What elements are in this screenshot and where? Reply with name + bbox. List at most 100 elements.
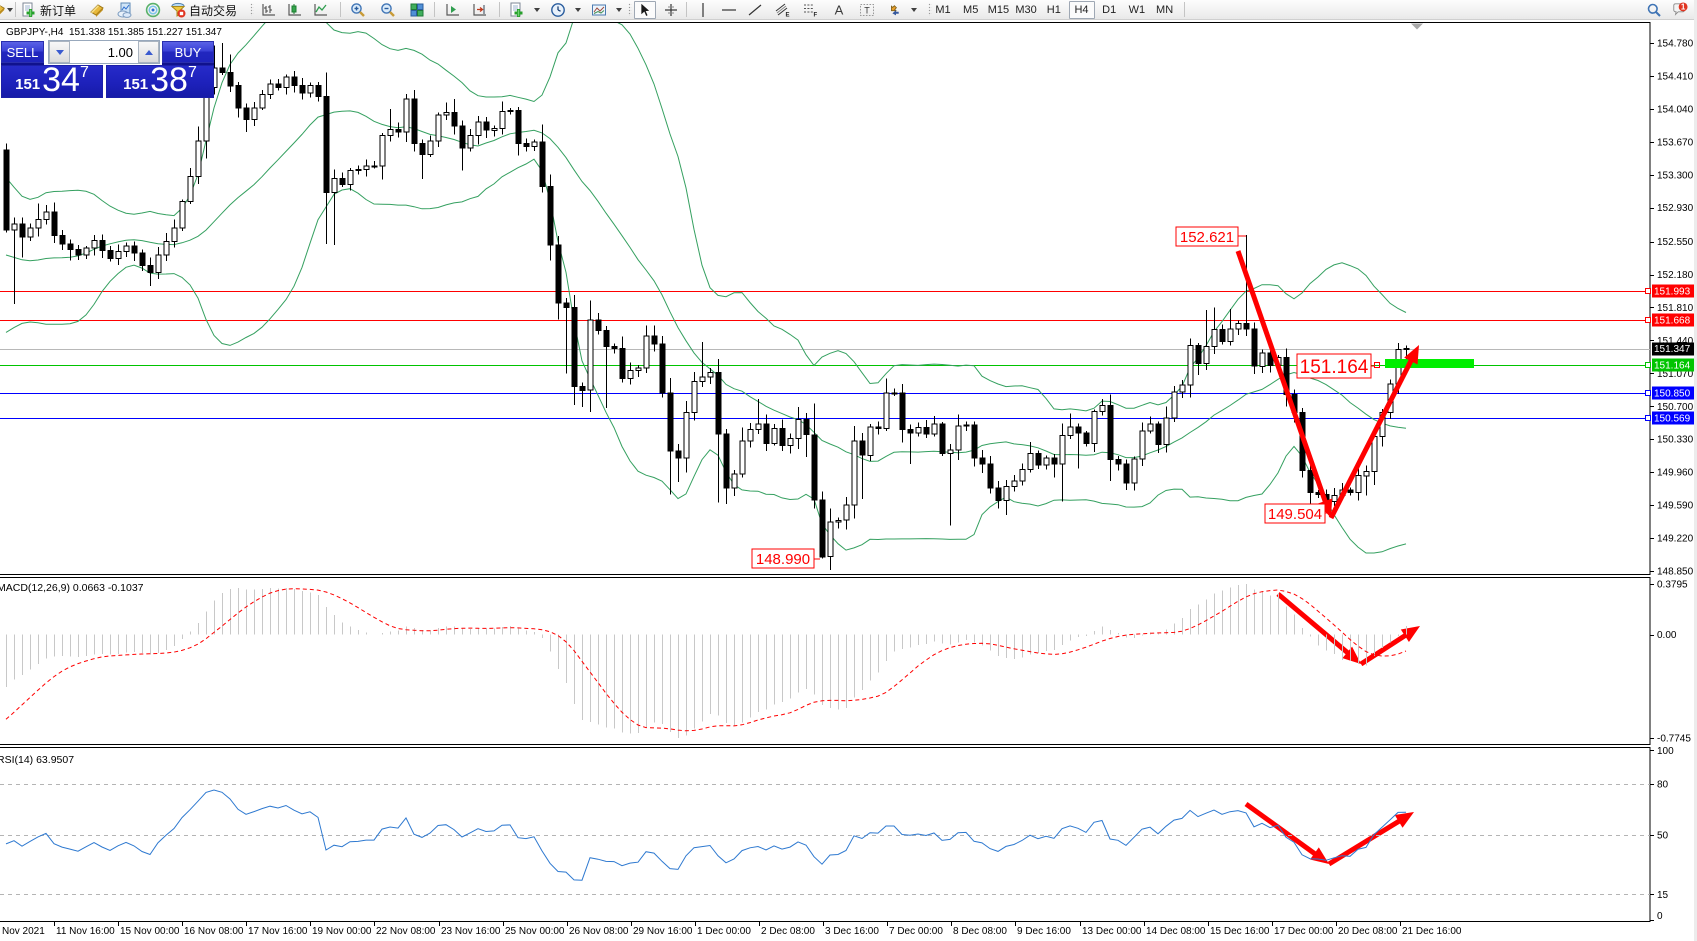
candle bbox=[1123, 463, 1130, 484]
callout-box[interactable] bbox=[751, 548, 815, 569]
timeframe-m30-button[interactable]: M30 bbox=[1015, 4, 1037, 16]
price-axis-label: 154.040 bbox=[1657, 104, 1694, 115]
volume-input[interactable]: 1.00 bbox=[70, 41, 138, 63]
candle bbox=[923, 427, 930, 435]
text-label-icon[interactable]: T bbox=[856, 1, 878, 19]
indicators-icon[interactable] bbox=[506, 1, 528, 19]
time-axis-label: 25 Nov 00:00 bbox=[505, 926, 565, 937]
time-axis-label: 21 Dec 16:00 bbox=[1402, 926, 1462, 937]
volume-decrease-button[interactable] bbox=[49, 41, 70, 63]
rsi-down-arrow[interactable] bbox=[1244, 801, 1320, 858]
buy-button[interactable]: BUY bbox=[162, 41, 214, 63]
highlight-rectangle[interactable] bbox=[1385, 359, 1474, 368]
chart-shift-marker[interactable] bbox=[1411, 23, 1423, 30]
new-order-button[interactable]: 新订单 bbox=[20, 1, 77, 19]
time-axis-label: 17 Dec 00:00 bbox=[1274, 926, 1334, 937]
periods-icon[interactable] bbox=[547, 1, 569, 19]
timeframe-mn-button[interactable]: MN bbox=[1156, 4, 1174, 16]
candle bbox=[195, 140, 202, 177]
rsi-up-arrow[interactable] bbox=[1327, 817, 1404, 867]
candle bbox=[939, 423, 946, 455]
sell-button[interactable]: SELL bbox=[1, 41, 44, 63]
buy-price-big-figure: 151 bbox=[123, 76, 149, 93]
indicators-caret[interactable] bbox=[531, 1, 540, 19]
time-axis-label: Nov 2021 bbox=[2, 926, 45, 937]
templates-caret[interactable] bbox=[613, 1, 622, 19]
sell-price-pips: 34 bbox=[42, 61, 80, 100]
candle bbox=[715, 371, 722, 435]
time-axis-label: 1 Dec 00:00 bbox=[697, 926, 751, 937]
timeframe-m15-button[interactable]: M15 bbox=[987, 4, 1010, 16]
price-up-arrow[interactable] bbox=[1328, 356, 1415, 520]
toolbar-separator bbox=[434, 2, 435, 17]
market-watch-icon[interactable] bbox=[114, 1, 136, 19]
badge-marker-square bbox=[1645, 390, 1651, 396]
candle bbox=[915, 427, 922, 434]
candle bbox=[1027, 453, 1034, 470]
autotrading-button[interactable]: 自动交易 bbox=[169, 1, 238, 19]
signals-icon[interactable] bbox=[142, 1, 164, 19]
cursor-icon[interactable] bbox=[634, 1, 656, 19]
price-down-arrow[interactable] bbox=[1235, 250, 1329, 506]
toolbar-overflow-caret[interactable] bbox=[4, 1, 13, 19]
candle bbox=[779, 428, 786, 446]
timeframe-h4-button[interactable]: H4 bbox=[1068, 1, 1095, 19]
crosshair-icon[interactable] bbox=[660, 1, 682, 19]
panel-divider bbox=[1, 63, 44, 65]
macd-down-arrow[interactable] bbox=[1276, 592, 1352, 657]
macd-up-arrow[interactable] bbox=[1359, 631, 1410, 667]
candle bbox=[187, 176, 194, 203]
candle bbox=[1139, 430, 1146, 460]
candle bbox=[1115, 459, 1122, 465]
auto-scroll-icon[interactable] bbox=[442, 1, 464, 19]
candle bbox=[995, 487, 1002, 502]
sell-price-display[interactable]: 151 34 7 bbox=[1, 61, 103, 100]
horizontal-line-icon[interactable] bbox=[718, 1, 740, 19]
volume-increase-button[interactable] bbox=[138, 41, 159, 63]
buy-price-display[interactable]: 151 38 7 bbox=[106, 63, 214, 98]
timeframe-d1-button[interactable]: D1 bbox=[1102, 4, 1117, 16]
line-chart-type-icon[interactable] bbox=[310, 1, 332, 19]
vertical-line-icon[interactable] bbox=[692, 1, 714, 19]
candle bbox=[635, 367, 642, 372]
equidistant-channel-icon[interactable]: E bbox=[772, 1, 794, 19]
zoom-out-icon[interactable] bbox=[377, 1, 399, 19]
callout-box[interactable] bbox=[1175, 226, 1239, 247]
candle bbox=[1235, 323, 1242, 330]
timeframe-m5-button[interactable]: M5 bbox=[963, 4, 979, 16]
time-axis-label: 11 Nov 16:00 bbox=[56, 926, 115, 937]
toolbar-separator bbox=[1184, 2, 1185, 17]
macd-axis-label: -0.7745 bbox=[1657, 733, 1691, 744]
arrows-icon[interactable] bbox=[884, 1, 906, 19]
zoom-in-icon[interactable] bbox=[347, 1, 369, 19]
notifications-button[interactable]: 1 bbox=[1668, 1, 1692, 19]
candlestick-chart-type-icon[interactable] bbox=[284, 1, 306, 19]
fibonacci-icon[interactable]: F bbox=[800, 1, 822, 19]
callout-box[interactable] bbox=[1264, 503, 1326, 524]
timeframe-w1-button[interactable]: W1 bbox=[1128, 4, 1146, 16]
rsi-axis-label: 50 bbox=[1657, 831, 1669, 842]
trendline-icon[interactable] bbox=[744, 1, 766, 19]
price-badge-150.850 bbox=[1652, 386, 1695, 400]
candle bbox=[755, 423, 762, 430]
bar-chart-type-icon[interactable] bbox=[258, 1, 280, 19]
templates-icon[interactable] bbox=[588, 1, 610, 19]
timeframe-m1-button[interactable]: M1 bbox=[935, 4, 951, 16]
rsi-axis-label: 0 bbox=[1657, 911, 1663, 922]
periods-caret[interactable] bbox=[572, 1, 581, 19]
price-axis-label: 149.220 bbox=[1657, 534, 1694, 545]
candle bbox=[1067, 426, 1074, 437]
candle bbox=[371, 165, 378, 168]
text-icon[interactable]: A bbox=[828, 1, 850, 19]
arrows-caret[interactable] bbox=[908, 1, 917, 19]
callout-box[interactable] bbox=[1296, 353, 1372, 379]
candle bbox=[1083, 432, 1090, 445]
timeframe-h1-button[interactable]: H1 bbox=[1046, 4, 1061, 16]
sell-price-pipette: 7 bbox=[79, 64, 89, 81]
tile-windows-icon[interactable] bbox=[406, 1, 428, 19]
rsi-axis-label: 15 bbox=[1657, 890, 1669, 901]
candle bbox=[91, 240, 98, 249]
chart-shift-icon[interactable] bbox=[469, 1, 491, 19]
search-icon[interactable] bbox=[1643, 1, 1665, 19]
charts-icon[interactable] bbox=[86, 1, 108, 19]
